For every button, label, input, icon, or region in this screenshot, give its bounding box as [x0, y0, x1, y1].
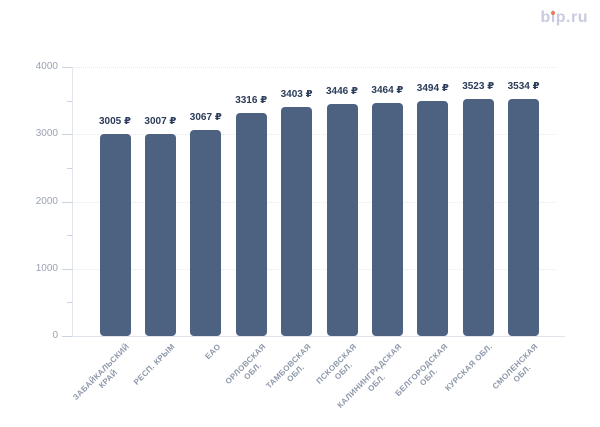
bar-7: [371, 103, 403, 336]
logo-text-pre: b: [540, 9, 551, 26]
y-axis-line: [72, 67, 73, 336]
y-tick-2500: [67, 168, 72, 170]
bar-1: [99, 134, 131, 336]
y-axis-label-4000: 4000: [35, 61, 58, 73]
bar-value-label-4: 3316 ₽: [235, 95, 268, 107]
x-axis-label-1: ЗАБАЙКАЛЬСКИЙ КРАЙ: [71, 342, 132, 402]
y-tick-1500: [67, 235, 72, 237]
y-tick-4000: [62, 67, 72, 69]
gridline-3000: [72, 134, 556, 136]
y-tick-3000: [62, 134, 72, 136]
y-axis-label-1000: 1000: [35, 262, 58, 274]
logo-orange-dot-icon: [550, 10, 555, 15]
bar-5: [281, 107, 313, 336]
bar-4: [235, 113, 267, 336]
gridline-4000: [72, 67, 556, 69]
y-axis-label-2000: 2000: [35, 195, 58, 207]
x-axis-label-5: ТАМБОВСКАЯ ОБЛ.: [264, 342, 313, 391]
bar-9: [462, 99, 494, 336]
y-tick-0: [62, 336, 72, 337]
bar-value-label-8: 3494 ₽: [416, 83, 449, 95]
y-tick-500: [67, 302, 72, 304]
bar-2: [144, 133, 176, 336]
x-axis-label-2: РЕСП. КРЫМ: [131, 342, 177, 387]
bar-value-label-10: 3534 ₽: [507, 80, 540, 92]
bar-value-label-5: 3403 ₽: [280, 89, 313, 101]
x-axis-label-10: СМОЛЕНСКАЯ ОБЛ.: [490, 342, 540, 391]
y-axis-label-3000: 3000: [35, 128, 58, 140]
y-tick-2000: [62, 201, 72, 203]
bar-value-label-2: 3007 ₽: [144, 115, 177, 127]
logo-letter-i: i: [550, 9, 556, 26]
bar-value-label-3: 3067 ₽: [189, 111, 222, 123]
bip-ru-logo[interactable]: bi p.ru: [541, 10, 588, 26]
y-axis-label-0: 0: [52, 330, 58, 341]
bar-value-label-1: 3005 ₽: [99, 116, 131, 128]
y-tick-3500: [67, 100, 72, 102]
x-axis-baseline: [64, 336, 565, 337]
x-axis-label-3: ЕАО: [202, 342, 223, 362]
bar-8: [417, 101, 449, 336]
gridline-1000: [72, 268, 556, 270]
bar-6: [326, 104, 358, 336]
bar-10: [508, 98, 540, 336]
y-tick-1000: [62, 268, 72, 270]
bar-value-label-7: 3464 ₽: [371, 85, 404, 97]
gridline-2000: [72, 201, 556, 203]
logo-text-post: p.ru: [555, 9, 588, 26]
bar-value-label-6: 3446 ₽: [326, 86, 358, 98]
bar-value-label-9: 3523 ₽: [462, 81, 495, 93]
bar-3: [190, 129, 222, 336]
